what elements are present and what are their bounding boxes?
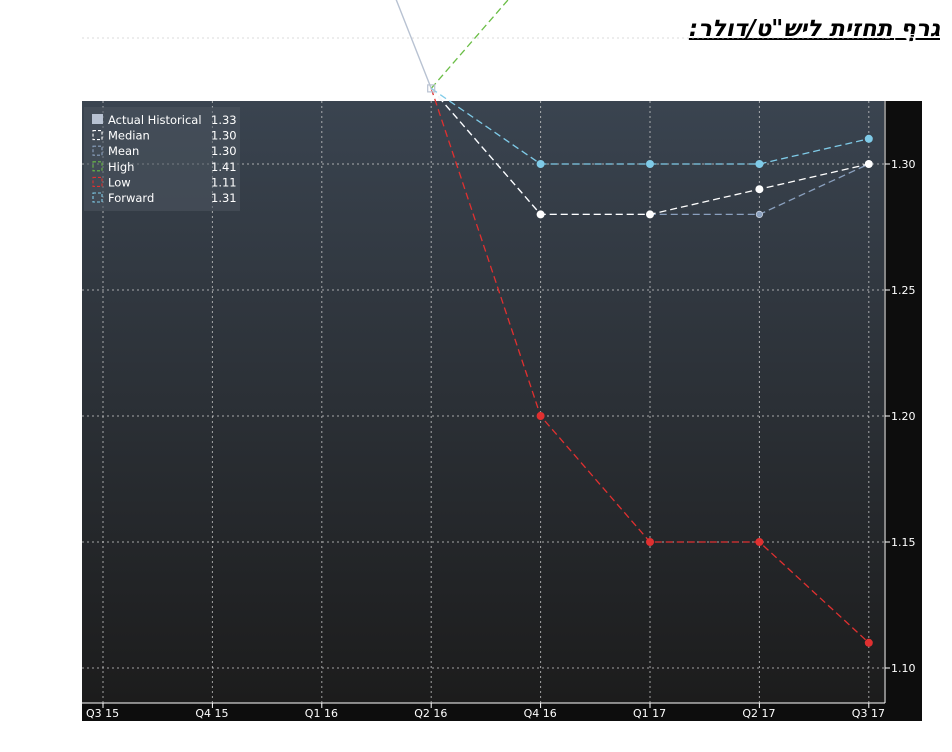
legend-value: 1.30 xyxy=(211,144,237,158)
series-forward xyxy=(430,87,873,168)
legend-item-mean: Mean 1.30 xyxy=(92,144,237,158)
legend-label: Median xyxy=(108,129,150,143)
legend-background xyxy=(84,107,240,211)
legend-label: Mean xyxy=(108,144,139,158)
legend-item-low: Low 1.11 xyxy=(92,175,237,189)
x-tick-label: Q2 16 xyxy=(414,707,447,720)
grid-lines xyxy=(82,37,885,703)
legend-label: High xyxy=(108,160,134,174)
data-point-forward-q3-17 xyxy=(864,134,873,143)
legend-value: 1.33 xyxy=(211,113,237,127)
legend-item-actual-historical: Actual Historical 1.33 xyxy=(92,113,237,127)
legend-swatch xyxy=(92,192,103,203)
y-axis-panel xyxy=(884,101,922,703)
series-actual-historical xyxy=(395,0,436,93)
y-tick-label: 1.30 xyxy=(891,158,916,171)
y-tick-label: 1.35 xyxy=(891,32,916,45)
legend-label: Forward xyxy=(108,191,154,205)
legend-value: 1.31 xyxy=(211,191,237,205)
series-high xyxy=(430,0,509,89)
data-point-forward-q1-17 xyxy=(646,160,654,168)
legend-item-high: High 1.41 xyxy=(92,160,237,174)
legend-value: 1.11 xyxy=(211,175,237,189)
y-tick-label: 1.20 xyxy=(891,410,916,423)
legend-label: Actual Historical xyxy=(108,113,202,127)
x-tick-label: Q2 17 xyxy=(742,707,775,720)
data-point-median-q3-17 xyxy=(864,160,873,168)
legend-swatch xyxy=(92,130,103,141)
legend-swatch xyxy=(92,114,103,124)
y-tick-label: 1.25 xyxy=(891,284,916,297)
data-point-low-q3-17 xyxy=(864,638,873,647)
x-axis-panel xyxy=(82,703,922,721)
x-tick-label: Q1 17 xyxy=(633,707,666,720)
legend-value: 1.41 xyxy=(211,160,237,174)
data-point-median-q4-16 xyxy=(536,210,545,219)
series-line-high xyxy=(430,0,509,89)
data-point-low-q2-17 xyxy=(755,538,764,546)
legend-item-median: Median 1.30 xyxy=(92,129,237,143)
x-tick-label: Q4 15 xyxy=(195,707,228,720)
data-point-forward-q2-17 xyxy=(755,160,764,168)
data-point-median-q2-17 xyxy=(755,185,764,194)
axis-ticks: 1.101.151.201.251.301.351.401.451.50Q3 1… xyxy=(86,32,916,720)
x-tick-label: Q3 15 xyxy=(86,707,119,720)
data-point-actual-historical-q2-16 xyxy=(427,84,436,93)
legend-label: Low xyxy=(108,175,131,189)
data-point-median-q1-17 xyxy=(646,210,654,219)
x-tick-label: Q4 16 xyxy=(524,707,557,720)
y-tick-label: 1.10 xyxy=(891,662,916,675)
data-point-mean-q2-17 xyxy=(755,210,764,218)
page-title: גרף תחזית ליש"ט/דולר: xyxy=(688,16,940,42)
series-layer xyxy=(395,0,873,647)
series-low xyxy=(430,88,873,647)
legend-swatch xyxy=(92,176,103,187)
x-tick-label: Q3 17 xyxy=(852,707,885,720)
data-point-forward-q4-16 xyxy=(536,160,545,168)
series-median xyxy=(430,87,873,219)
legend-swatch xyxy=(92,145,103,156)
data-point-low-q4-16 xyxy=(536,412,545,420)
legend-value: 1.30 xyxy=(211,129,237,143)
legend-swatch xyxy=(92,161,103,172)
legend: Actual Historical 1.33 Median 1.30 Mean 1.30 H… xyxy=(84,107,240,211)
x-tick-label: Q1 16 xyxy=(305,707,338,720)
legend-item-forward: Forward 1.31 xyxy=(92,191,237,205)
series-line-actual-historical xyxy=(395,0,432,89)
data-point-low-q1-17 xyxy=(646,538,654,546)
y-tick-label: 1.15 xyxy=(891,536,916,549)
